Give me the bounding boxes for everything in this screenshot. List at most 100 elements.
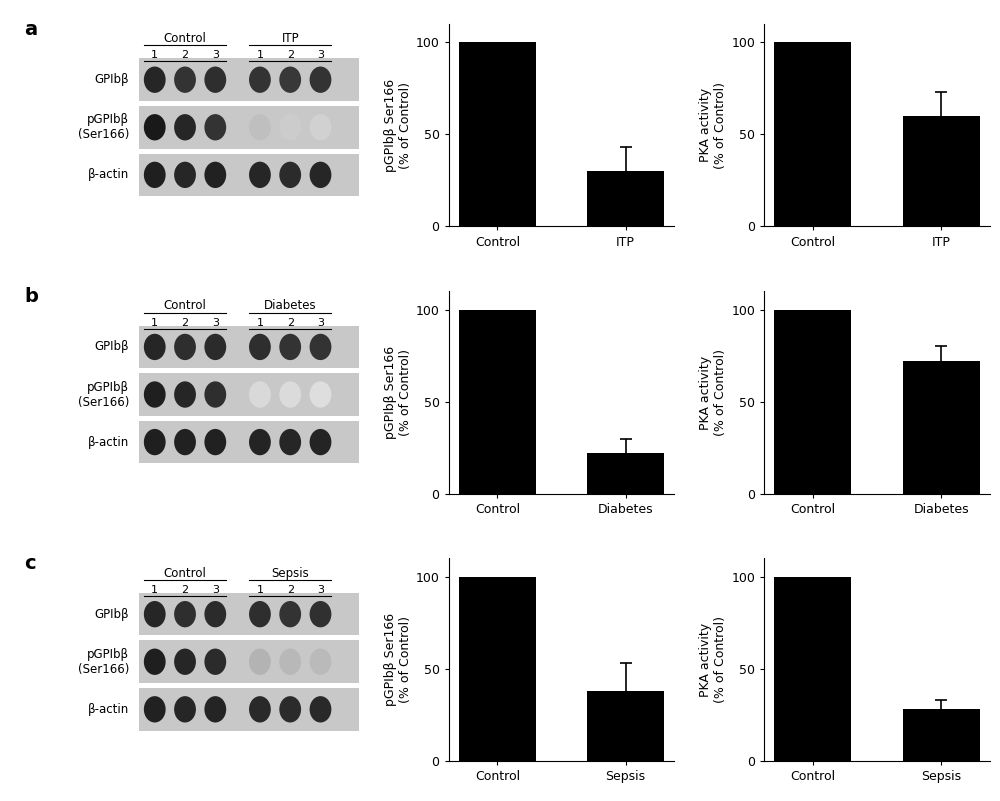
Text: 2: 2	[287, 585, 294, 595]
Text: pGPIbβ
(Ser166): pGPIbβ (Ser166)	[78, 113, 129, 141]
Text: 1: 1	[256, 50, 263, 60]
Bar	[459, 577, 536, 761]
Ellipse shape	[279, 696, 301, 723]
Bar	[139, 154, 359, 196]
Ellipse shape	[279, 649, 301, 675]
Text: Sepsis: Sepsis	[271, 566, 309, 580]
Ellipse shape	[144, 429, 166, 455]
Text: 3: 3	[317, 585, 324, 595]
Ellipse shape	[174, 66, 196, 93]
Text: β-actin: β-actin	[88, 168, 129, 181]
Y-axis label: PKA activity
(% of Control): PKA activity (% of Control)	[699, 616, 727, 703]
Ellipse shape	[174, 381, 196, 408]
Ellipse shape	[204, 381, 226, 408]
Ellipse shape	[144, 381, 166, 408]
Ellipse shape	[279, 601, 301, 627]
Y-axis label: pGPIbβ Ser166
(% of Control): pGPIbβ Ser166 (% of Control)	[384, 78, 412, 172]
Text: β-actin: β-actin	[88, 436, 129, 449]
Ellipse shape	[249, 601, 271, 627]
Ellipse shape	[174, 114, 196, 140]
Ellipse shape	[279, 334, 301, 360]
Text: 3: 3	[212, 585, 219, 595]
Text: GPIbβ: GPIbβ	[95, 608, 129, 621]
Ellipse shape	[174, 429, 196, 455]
Ellipse shape	[204, 334, 226, 360]
Ellipse shape	[204, 649, 226, 675]
Text: pGPIbβ
(Ser166): pGPIbβ (Ser166)	[78, 380, 129, 409]
Text: pGPIbβ
(Ser166): pGPIbβ (Ser166)	[78, 648, 129, 676]
Text: 2: 2	[181, 317, 189, 328]
Ellipse shape	[174, 696, 196, 723]
Ellipse shape	[144, 601, 166, 627]
Text: 2: 2	[181, 585, 189, 595]
Text: Control: Control	[164, 32, 206, 45]
Text: 1: 1	[151, 50, 158, 60]
Bar	[139, 326, 359, 368]
Ellipse shape	[174, 162, 196, 188]
Text: 1: 1	[151, 317, 158, 328]
Ellipse shape	[279, 66, 301, 93]
Ellipse shape	[204, 601, 226, 627]
Bar	[774, 42, 851, 227]
Ellipse shape	[174, 649, 196, 675]
Ellipse shape	[249, 66, 271, 93]
Ellipse shape	[279, 162, 301, 188]
Ellipse shape	[249, 696, 271, 723]
Bar	[459, 310, 536, 493]
Ellipse shape	[144, 696, 166, 723]
Ellipse shape	[249, 334, 271, 360]
Ellipse shape	[204, 162, 226, 188]
Text: 2: 2	[181, 50, 189, 60]
Text: β-actin: β-actin	[88, 702, 129, 716]
Ellipse shape	[279, 429, 301, 455]
Text: a: a	[24, 20, 37, 39]
Text: 2: 2	[287, 50, 294, 60]
Text: 3: 3	[317, 317, 324, 328]
Ellipse shape	[279, 381, 301, 408]
Text: 3: 3	[212, 50, 219, 60]
Text: 1: 1	[256, 317, 263, 328]
Ellipse shape	[310, 114, 331, 140]
Ellipse shape	[144, 334, 166, 360]
Ellipse shape	[144, 66, 166, 93]
Ellipse shape	[144, 649, 166, 675]
Text: 2: 2	[287, 317, 294, 328]
Bar	[139, 58, 359, 101]
Text: ITP: ITP	[281, 32, 299, 45]
Text: GPIbβ: GPIbβ	[95, 340, 129, 353]
Bar	[139, 373, 359, 416]
Ellipse shape	[249, 114, 271, 140]
Y-axis label: PKA activity
(% of Control): PKA activity (% of Control)	[699, 349, 727, 436]
Bar	[587, 691, 664, 761]
Text: 3: 3	[212, 317, 219, 328]
Bar	[139, 421, 359, 463]
Bar	[139, 641, 359, 683]
Bar	[459, 42, 536, 227]
Text: b: b	[24, 288, 38, 306]
Text: GPIbβ: GPIbβ	[95, 73, 129, 87]
Ellipse shape	[204, 66, 226, 93]
Ellipse shape	[144, 162, 166, 188]
Text: 3: 3	[317, 50, 324, 60]
Ellipse shape	[174, 601, 196, 627]
Bar	[903, 710, 980, 761]
Text: Diabetes: Diabetes	[264, 300, 317, 312]
Bar	[139, 688, 359, 731]
Ellipse shape	[310, 381, 331, 408]
Text: Control: Control	[164, 566, 206, 580]
Bar	[139, 593, 359, 635]
Y-axis label: PKA activity
(% of Control): PKA activity (% of Control)	[699, 82, 727, 169]
Ellipse shape	[310, 601, 331, 627]
Ellipse shape	[249, 381, 271, 408]
Ellipse shape	[249, 162, 271, 188]
Text: 1: 1	[151, 585, 158, 595]
Text: 1: 1	[256, 585, 263, 595]
Ellipse shape	[249, 649, 271, 675]
Ellipse shape	[204, 429, 226, 455]
Bar	[774, 310, 851, 493]
Ellipse shape	[249, 429, 271, 455]
Ellipse shape	[144, 114, 166, 140]
Ellipse shape	[310, 429, 331, 455]
Ellipse shape	[310, 162, 331, 188]
Bar	[903, 116, 980, 227]
